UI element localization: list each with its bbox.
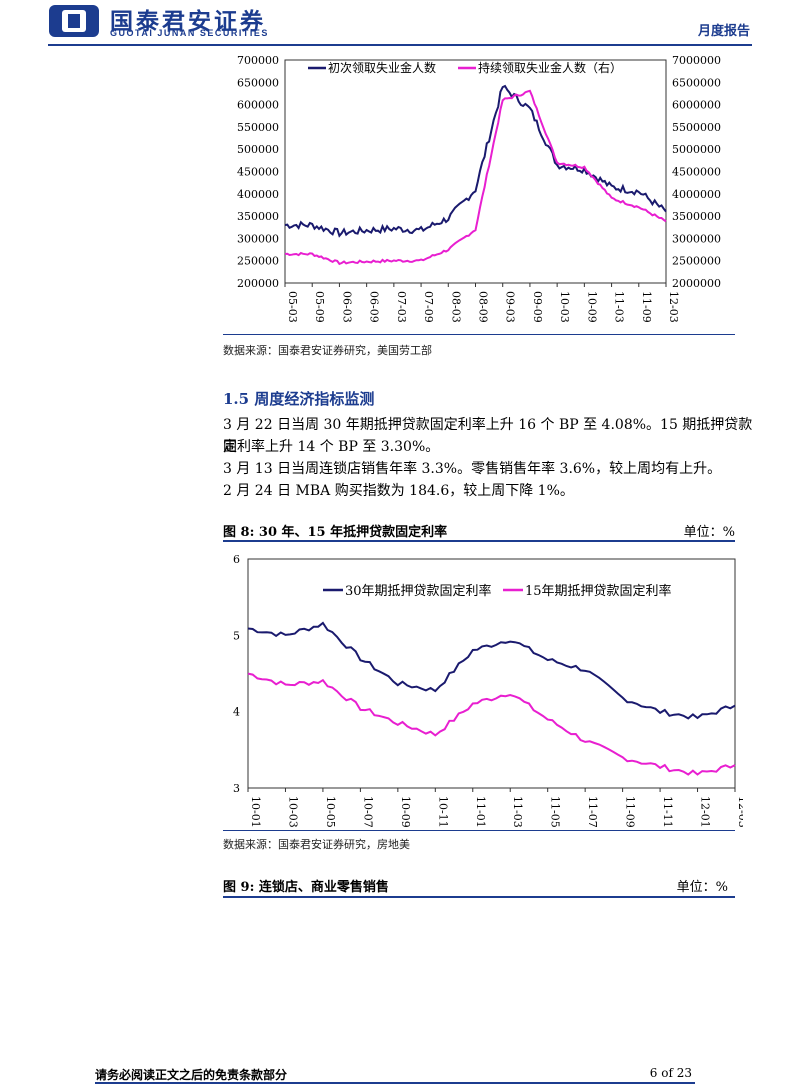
x-tick-label: 12-01 [699, 796, 712, 828]
x-tick-label: 11-11 [661, 796, 674, 828]
y-right-tick-label: 7000000 [672, 54, 721, 67]
y-tick-label: 4 [233, 706, 240, 719]
x-tick-label: 11-03 [613, 291, 626, 323]
y-right-tick-label: 2000000 [672, 277, 721, 290]
plot-frame [284, 59, 667, 284]
y-left-tick-label: 650000 [237, 76, 279, 89]
series-line-15yr [247, 672, 736, 776]
unemployment-claims-chart: 200000 250000 300000 350000 400000 450000 5000… [237, 54, 721, 323]
series-line-30yr [247, 621, 736, 720]
x-tick-label: 10-09 [585, 291, 598, 323]
y-left-tick-label: 500000 [237, 143, 279, 156]
y-left-tick-label: 200000 [237, 277, 279, 290]
x-tick-label: 05-09 [313, 291, 326, 323]
legend-label: 初次领取失业金人数 [328, 60, 436, 75]
y-tick-label: 3 [233, 782, 240, 795]
y-tick-label: 6 [233, 553, 240, 566]
y-right-tick-label: 3500000 [672, 210, 721, 223]
x-tick-label: 12-03 [667, 291, 680, 323]
x-tick-label: 11-01 [474, 796, 487, 828]
x-tick-label: 05-03 [286, 291, 299, 323]
paragraph-1b: 定利率上升 14 个 BP 至 3.30%。 [223, 439, 440, 455]
y-right-tick-label: 5000000 [672, 143, 721, 156]
y-left-tick-label: 300000 [237, 232, 279, 245]
footer-disclaimer: 请务必阅读正文之后的免责条款部分 [95, 1068, 288, 1082]
figure8-title: 图 8: 30 年、15 年抵押贷款固定利率 [223, 525, 448, 540]
x-tick-label: 06-09 [368, 291, 381, 323]
page-number: 6 of 23 [649, 1066, 692, 1080]
x-tick-label: 10-11 [436, 796, 449, 828]
series-line-continuing-claims [284, 89, 667, 266]
y-right-tick-label: 4000000 [672, 188, 721, 201]
figure9-unit: 单位：% [676, 880, 728, 895]
chart1-source: 数据来源：国泰君安证券研究，美国劳工部 [223, 344, 432, 357]
plot-frame [247, 558, 736, 789]
x-tick-label: 11-05 [549, 796, 562, 828]
x-tick-label: 06-03 [340, 291, 353, 323]
x-tick-label: 09-03 [504, 291, 517, 323]
paragraph-3: 2 月 24 日 MBA 购买指数为 184.6，较上周下降 1%。 [223, 483, 574, 499]
footer-divider [95, 1082, 695, 1084]
y-left-tick-label: 600000 [237, 99, 279, 112]
x-tick-label: 10-03 [558, 291, 571, 323]
x-tick-label: 11-03 [511, 796, 524, 828]
paragraph-1a: 3 月 22 日当周 30 年期抵押贷款固定利率上升 16 个 BP 至 4.0… [223, 417, 753, 455]
y-tick-label: 5 [233, 629, 240, 642]
y-left-tick-label: 700000 [237, 54, 279, 67]
header-divider [48, 44, 752, 46]
source-divider [223, 334, 735, 335]
logo-text-cn: 国泰君安证券 [110, 9, 266, 35]
y-right-tick-label: 3000000 [672, 232, 721, 245]
x-tick-label: 10-09 [399, 796, 412, 828]
x-tick-label: 09-09 [531, 291, 544, 323]
report-type: 月度报告 [697, 24, 750, 39]
source-divider [223, 830, 735, 831]
series-line-initial-claims [284, 84, 667, 238]
x-tick-label: 10-07 [361, 796, 374, 828]
figure9-divider [223, 896, 735, 898]
x-tick-label: 11-07 [586, 796, 599, 828]
company-logo-icon [48, 4, 100, 38]
legend-label: 持续领取失业金人数（右） [478, 60, 622, 75]
x-tick-label: 08-09 [477, 291, 490, 323]
x-tick-label: 11-09 [640, 291, 653, 323]
figure8-divider [223, 540, 735, 542]
y-right-tick-label: 5500000 [672, 121, 721, 134]
legend-label: 15年期抵押贷款固定利率 [525, 583, 672, 599]
x-tick-label: 10-03 [286, 796, 299, 828]
x-tick-label: 10-01 [249, 796, 262, 828]
x-tick-label: 07-09 [422, 291, 435, 323]
paragraph-2: 3 月 13 日当周连锁店销售年率 3.3%。零售销售年率 3.6%，较上周均有… [223, 461, 722, 477]
mortgage-rate-chart: 3 4 5 6 10-01 10-03 10-05 10-07 10-09 10-11 11-01 1… [233, 553, 743, 828]
section-heading: 1.5 周度经济指标监测 [223, 390, 375, 408]
y-left-tick-label: 450000 [237, 166, 279, 179]
y-left-tick-label: 550000 [237, 121, 279, 134]
y-right-tick-label: 6500000 [672, 76, 721, 89]
figure9-title: 图 9: 连锁店、商业零售销售 [223, 880, 389, 895]
x-tick-label: 12-03 [736, 796, 743, 828]
x-tick-label: 11-09 [624, 796, 637, 828]
x-tick-label: 08-03 [449, 291, 462, 323]
y-right-tick-label: 4500000 [672, 166, 721, 179]
legend-label: 30年期抵押贷款固定利率 [345, 583, 492, 599]
figure8-unit: 单位：% [683, 525, 735, 540]
figure8-source: 数据来源：国泰君安证券研究，房地美 [223, 838, 410, 851]
x-tick-label: 07-03 [395, 291, 408, 323]
y-left-tick-label: 250000 [237, 255, 279, 268]
y-left-tick-label: 400000 [237, 188, 279, 201]
y-right-tick-label: 2500000 [672, 255, 721, 268]
logo-text-en: GUOTAI JUNAN SECURITIES [110, 28, 269, 38]
y-left-tick-label: 350000 [237, 210, 279, 223]
y-right-tick-label: 6000000 [672, 99, 721, 112]
x-tick-label: 10-05 [324, 796, 337, 828]
